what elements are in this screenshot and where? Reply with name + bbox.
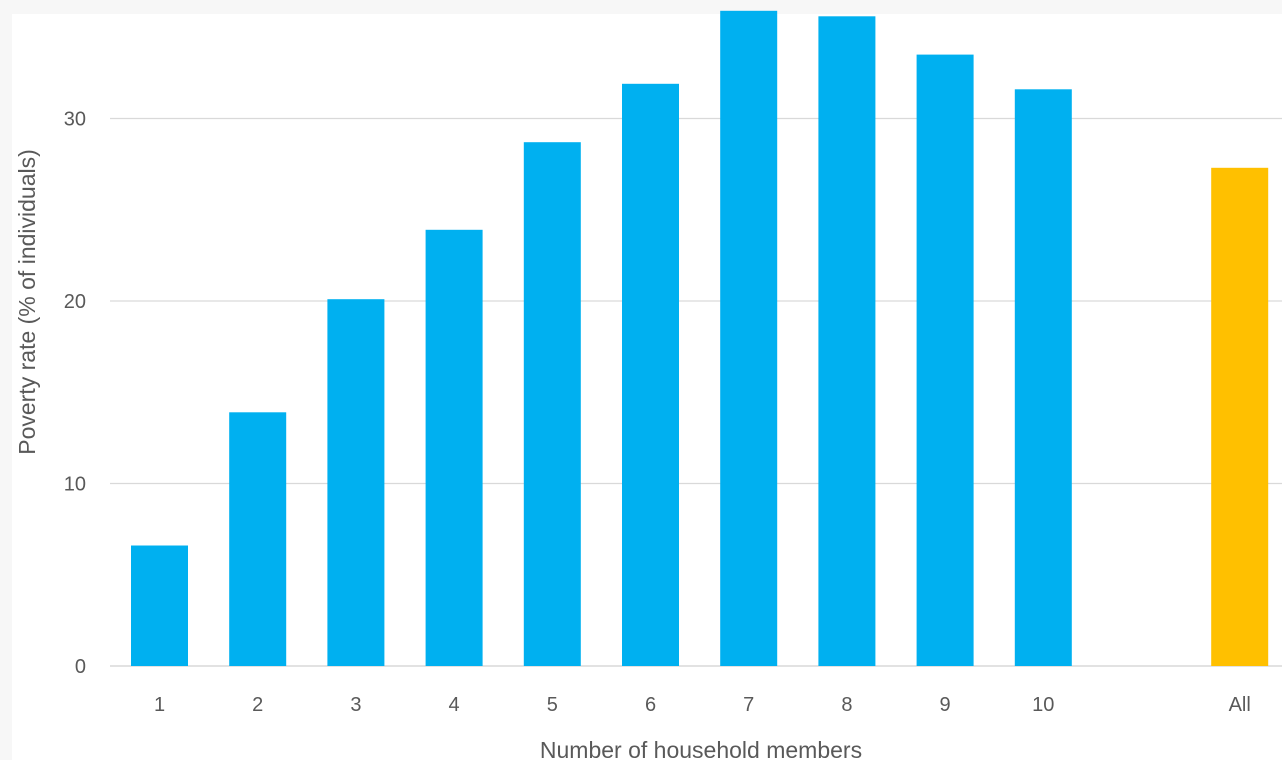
y-tick-label-20: 20 bbox=[64, 291, 86, 313]
gridlines bbox=[110, 117, 1282, 667]
bars bbox=[131, 10, 1269, 667]
y-axis-ticks: 0 10 20 30 bbox=[64, 109, 86, 679]
x-tick-label-all: All bbox=[1229, 694, 1251, 716]
bar-8 bbox=[818, 16, 876, 667]
bar-6 bbox=[622, 83, 679, 667]
bar-2 bbox=[229, 412, 287, 666]
x-tick-label-10: 10 bbox=[1032, 694, 1054, 716]
bar-7 bbox=[720, 10, 778, 667]
bar-10 bbox=[1014, 89, 1072, 667]
x-axis-ticks: 1 2 3 4 5 6 7 8 9 10 All bbox=[154, 694, 1251, 716]
x-tick-label-7: 7 bbox=[743, 694, 754, 716]
y-tick-label-10: 10 bbox=[64, 474, 86, 496]
bar-4 bbox=[425, 229, 483, 667]
bar-all bbox=[1211, 167, 1269, 667]
y-axis-title: Poverty rate (% of individuals) bbox=[14, 149, 40, 455]
x-tick-label-1: 1 bbox=[154, 694, 165, 716]
x-tick-label-9: 9 bbox=[940, 694, 951, 716]
x-axis-title: Number of household members bbox=[540, 737, 862, 760]
x-tick-label-3: 3 bbox=[350, 694, 361, 716]
bar-3 bbox=[327, 299, 385, 666]
x-tick-label-8: 8 bbox=[841, 694, 852, 716]
x-tick-label-4: 4 bbox=[449, 694, 460, 716]
y-tick-label-30: 30 bbox=[64, 109, 86, 131]
x-tick-label-5: 5 bbox=[547, 694, 558, 716]
x-tick-label-2: 2 bbox=[252, 694, 263, 716]
bar-1 bbox=[131, 545, 188, 666]
x-tick-label-6: 6 bbox=[645, 694, 656, 716]
y-tick-label-0: 0 bbox=[75, 656, 86, 678]
bar-5 bbox=[523, 142, 581, 666]
bar-9 bbox=[916, 54, 974, 667]
